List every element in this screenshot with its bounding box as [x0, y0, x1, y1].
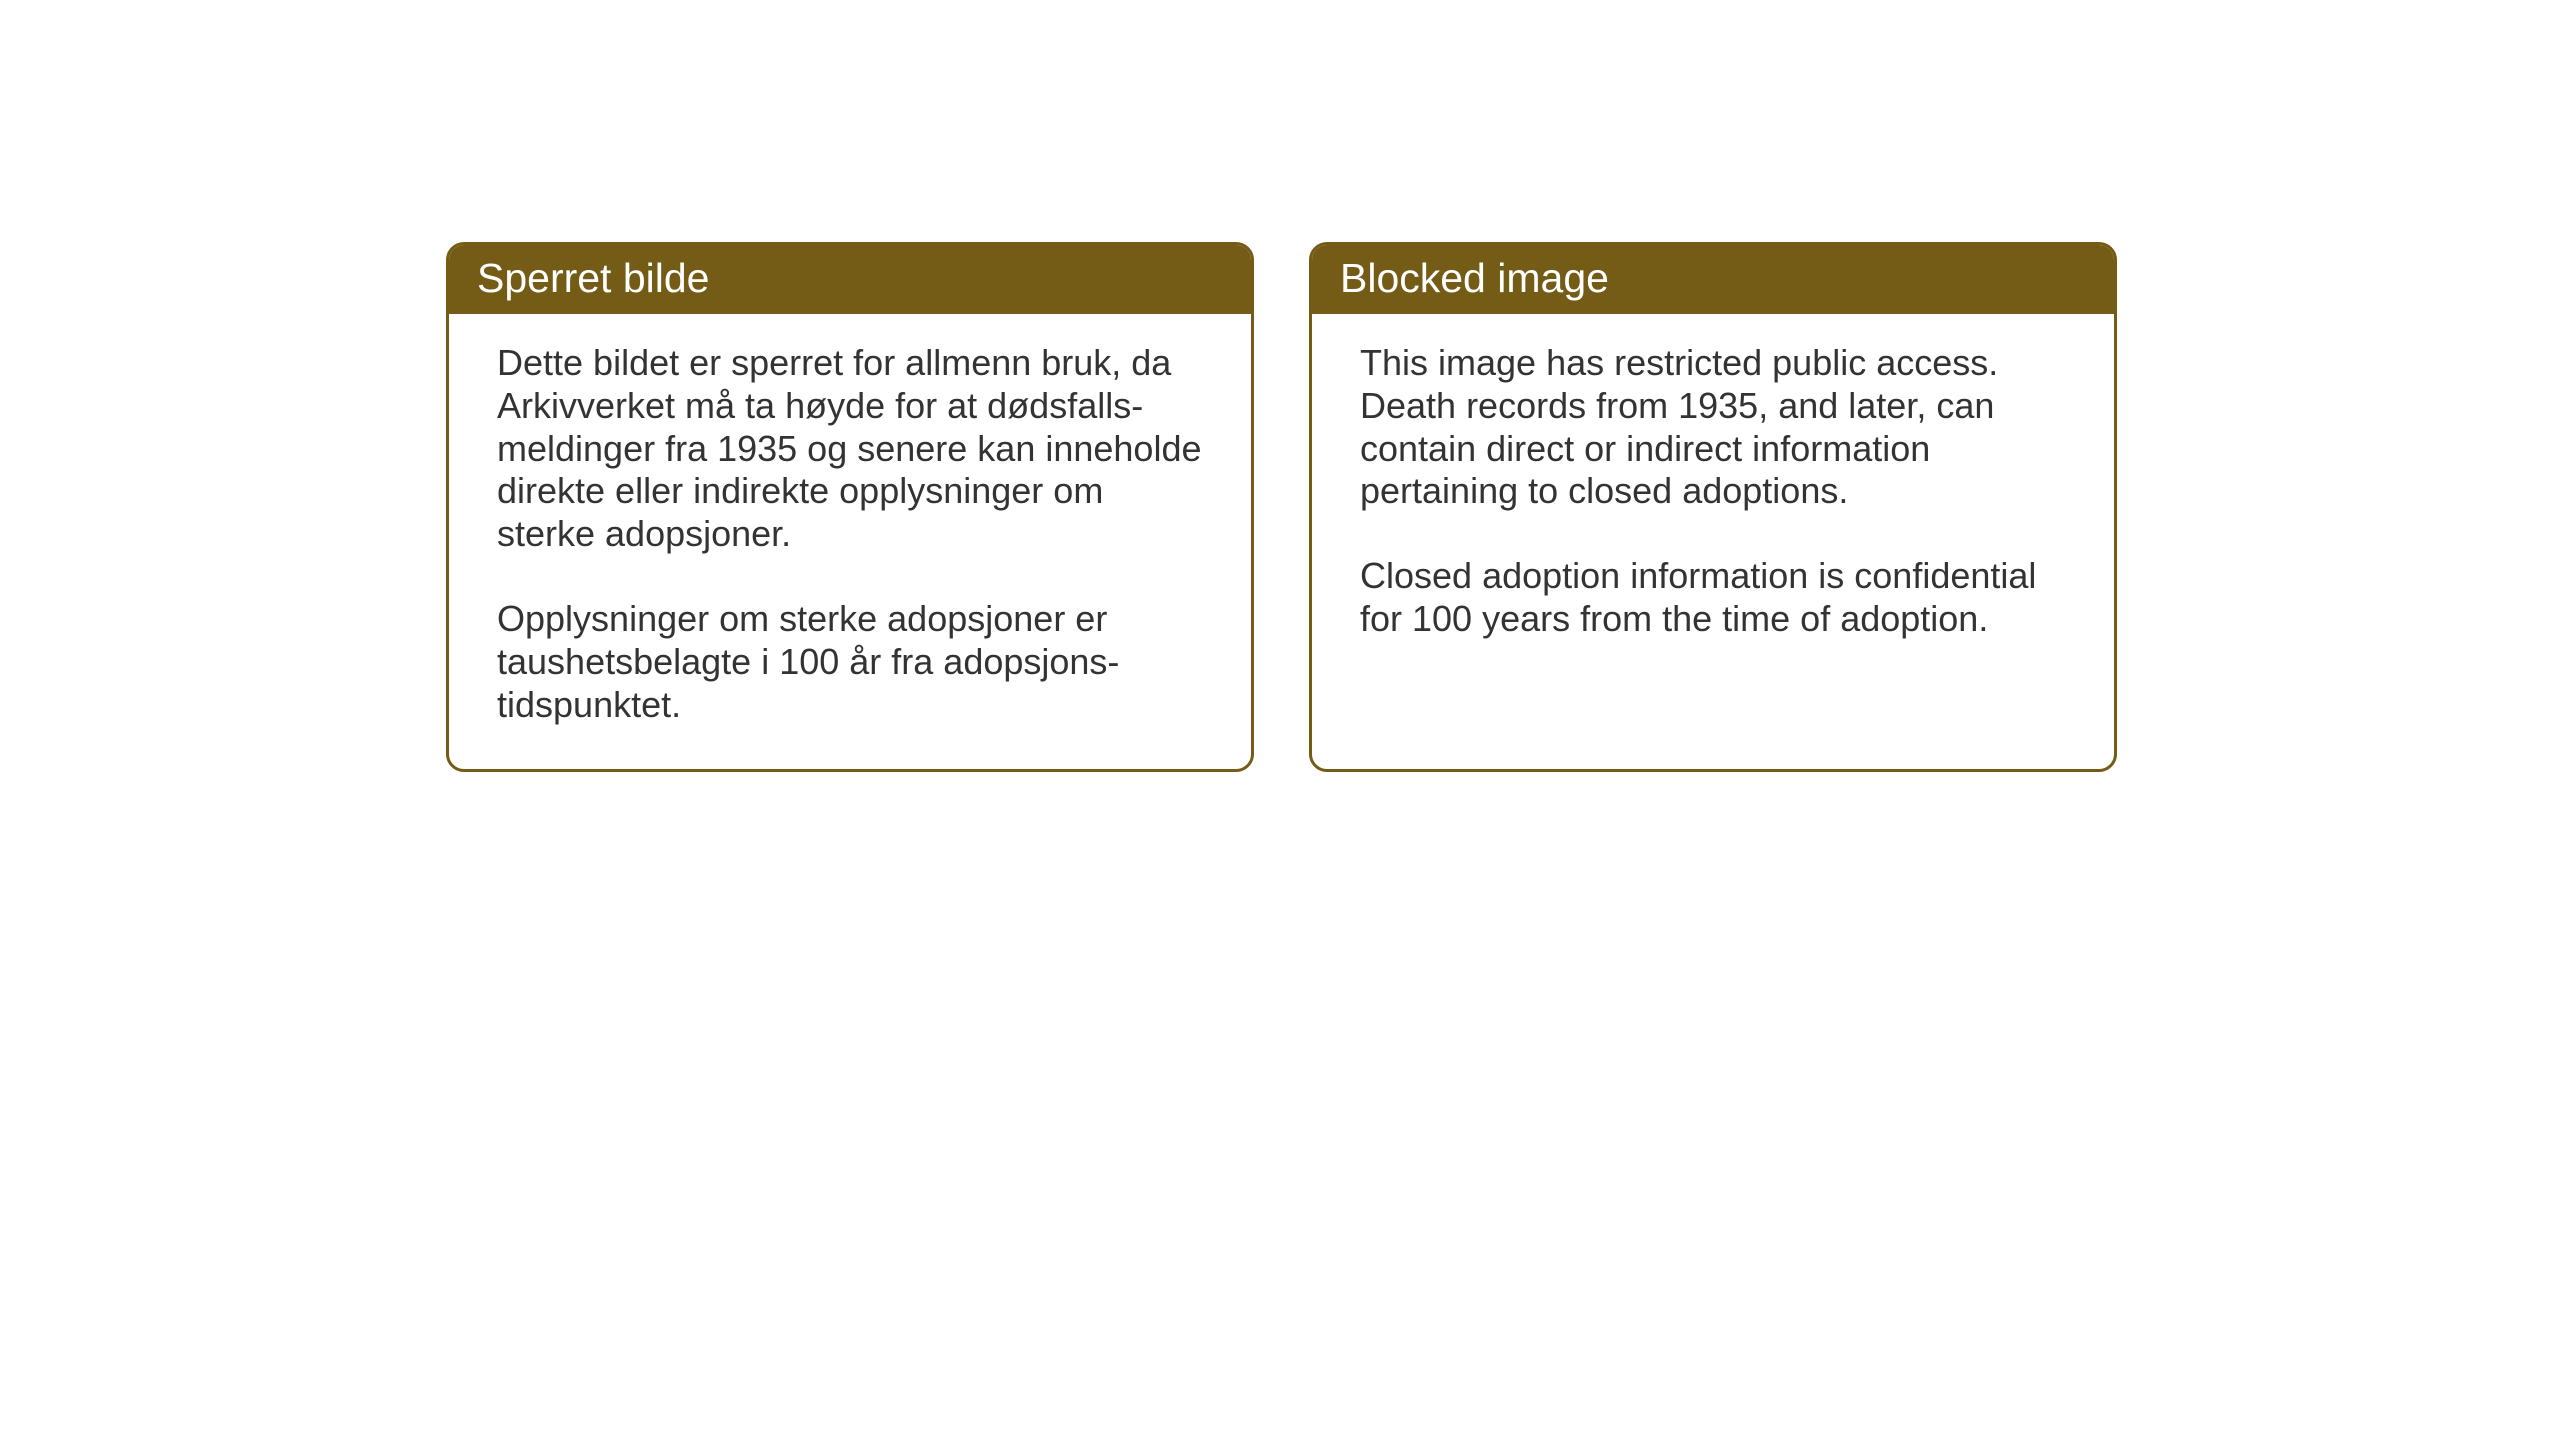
card-body-norwegian: Dette bildet er sperret for allmenn bruk… — [449, 314, 1251, 769]
notice-cards-container: Sperret bilde Dette bildet er sperret fo… — [446, 242, 2117, 772]
card-header-norwegian: Sperret bilde — [449, 245, 1251, 314]
notice-card-english: Blocked image This image has restricted … — [1309, 242, 2117, 772]
card-title-english: Blocked image — [1340, 255, 1609, 301]
card-title-norwegian: Sperret bilde — [477, 255, 709, 301]
card-paragraph: This image has restricted public access.… — [1360, 342, 2066, 513]
notice-card-norwegian: Sperret bilde Dette bildet er sperret fo… — [446, 242, 1254, 772]
card-paragraph: Closed adoption information is confident… — [1360, 555, 2066, 641]
card-header-english: Blocked image — [1312, 245, 2114, 314]
card-body-english: This image has restricted public access.… — [1312, 314, 2114, 683]
card-paragraph: Dette bildet er sperret for allmenn bruk… — [497, 342, 1203, 556]
card-paragraph: Opplysninger om sterke adopsjoner er tau… — [497, 598, 1203, 726]
